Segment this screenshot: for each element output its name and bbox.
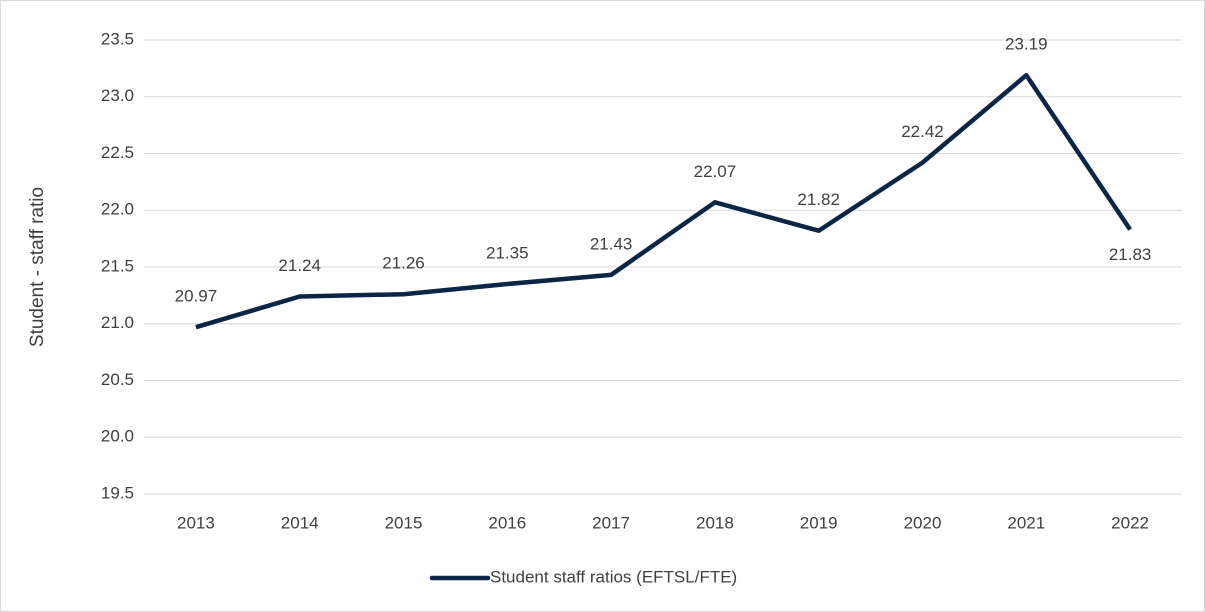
x-tick-label: 2015 — [385, 513, 423, 532]
y-tick-label: 19.5 — [101, 483, 134, 502]
x-tick-label: 2018 — [696, 513, 734, 532]
x-tick-label: 2020 — [904, 513, 942, 532]
x-tick-label: 2022 — [1111, 513, 1149, 532]
y-tick-label: 20.0 — [101, 427, 134, 446]
y-tick-label: 21.0 — [101, 313, 134, 332]
y-tick-label: 22.5 — [101, 143, 134, 162]
x-tick-label: 2021 — [1007, 513, 1045, 532]
y-tick-label: 21.5 — [101, 256, 134, 275]
data-label: 21.35 — [486, 244, 529, 263]
x-tick-label: 2019 — [800, 513, 838, 532]
data-label: 21.26 — [382, 254, 425, 273]
data-label: 21.43 — [590, 234, 633, 253]
data-label: 21.24 — [278, 256, 321, 275]
legend-label: Student staff ratios (EFTSL/FTE) — [490, 567, 737, 586]
y-axis-title: Student - staff ratio — [27, 187, 48, 347]
y-tick-label: 23.5 — [101, 29, 134, 48]
x-tick-label: 2014 — [281, 513, 319, 532]
x-tick-label: 2017 — [592, 513, 630, 532]
data-label: 23.19 — [1005, 35, 1048, 54]
data-label: 21.82 — [797, 190, 840, 209]
data-label: 20.97 — [175, 287, 218, 306]
x-tick-label: 2016 — [488, 513, 526, 532]
data-label: 22.07 — [694, 162, 737, 181]
y-tick-label: 23.0 — [101, 86, 134, 105]
data-label: 22.42 — [901, 122, 944, 141]
data-label: 21.83 — [1109, 245, 1152, 264]
y-tick-label: 20.5 — [101, 370, 134, 389]
data-line — [195, 72, 1132, 330]
x-tick-label: 2013 — [177, 513, 215, 532]
y-tick-label: 22.0 — [101, 200, 134, 219]
